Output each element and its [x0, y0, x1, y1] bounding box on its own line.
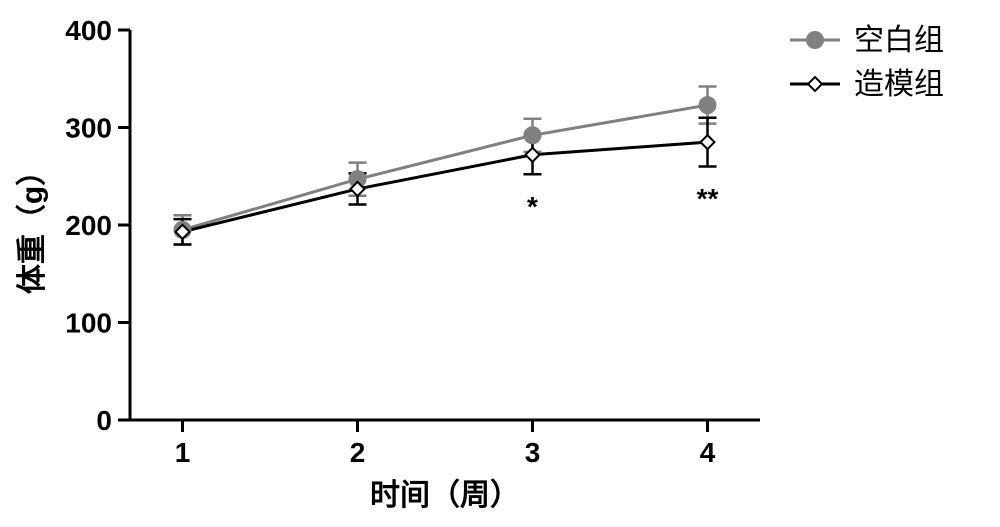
chart-svg: 12340100200300400时间（周）体重（g）***空白组造模组 [0, 0, 1000, 527]
x-axis-title: 时间（周） [370, 478, 520, 512]
y-axis-title: 体重（g） [15, 156, 49, 294]
y-tick-label: 400 [65, 15, 112, 46]
x-tick-label: 1 [175, 437, 191, 468]
x-tick-label: 2 [350, 437, 366, 468]
x-tick-label: 4 [700, 437, 716, 468]
y-tick-label: 200 [65, 210, 112, 241]
significance-mark: * [527, 191, 538, 222]
legend-label: 造模组 [854, 68, 944, 101]
y-tick-label: 300 [65, 113, 112, 144]
marker-circle [700, 97, 716, 113]
marker-circle [525, 127, 541, 143]
y-tick-label: 0 [96, 405, 112, 436]
x-tick-label: 3 [525, 437, 541, 468]
legend-marker [807, 32, 823, 48]
chart-container: 12340100200300400时间（周）体重（g）***空白组造模组 [0, 0, 1000, 527]
chart-background [0, 0, 1000, 527]
y-tick-label: 100 [65, 308, 112, 339]
legend-label: 空白组 [854, 24, 944, 57]
significance-mark: ** [697, 183, 719, 214]
